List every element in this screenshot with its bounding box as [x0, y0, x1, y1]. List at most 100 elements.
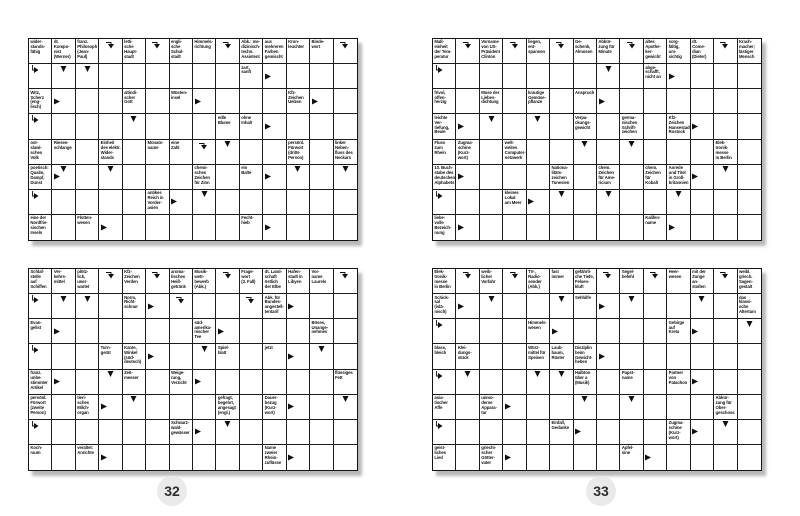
clue-text: chem. Zeichen für Ame- ricium: [598, 165, 616, 185]
clue-cell: Weige- rung, Verzicht: [169, 369, 193, 395]
answer-cell: [690, 419, 715, 445]
clue-text: Himmels- wesen: [528, 319, 547, 330]
answer-cell: [122, 64, 147, 90]
clue-cell: Turn- gerät: [99, 344, 123, 370]
down-arrow-icon: [106, 165, 115, 173]
clue-text: veraltet: Anrichte: [77, 445, 94, 456]
answer-cell: [146, 89, 170, 115]
clue-text: Zugma- schine (Kurz- wort): [668, 420, 684, 440]
answer-cell: [216, 189, 240, 215]
answer-cell: [643, 114, 668, 140]
clue-cell: Verpa- ckungs- gewicht: [573, 114, 597, 140]
clue-text: Muse der Liebes- dichtung: [481, 89, 500, 105]
answer-cell: [239, 344, 264, 370]
clue-cell: Einfall, Gedanke: [550, 419, 574, 445]
crossword-bottom-right: Elek- tronik- messe in Berlin weib- liche…: [432, 268, 762, 471]
right-arrow-icon: [668, 72, 676, 81]
clue-text: persönl. Fürwort (dritte Person): [288, 139, 305, 160]
hook-down-arrow-icon: [603, 270, 613, 280]
clue-cell: Fecht- hieb: [239, 214, 264, 240]
answer-cell: [216, 89, 240, 115]
clue-text: liebe- volle Bezeich- nung: [434, 215, 452, 235]
answer-cell: [597, 444, 621, 470]
clue-text: Ge- schenk, Almosen: [574, 39, 593, 55]
answer-cell: [333, 394, 357, 420]
clue-cell: krautige Gemüse- pflanze: [526, 89, 551, 115]
clue-text: fast immer: [551, 269, 565, 280]
answer-cell: [75, 419, 100, 445]
answer-cell: [75, 189, 100, 215]
answer-cell: [667, 139, 691, 165]
answer-cell: [714, 419, 738, 445]
answer-cell: [169, 394, 193, 420]
answer-cell: [714, 369, 738, 395]
answer-cell: [479, 319, 504, 345]
answer-cell: [526, 394, 551, 420]
answer-cell: [310, 164, 334, 190]
answer-cell: [503, 89, 527, 115]
clue-text: dt. Kompo- nist (Werner): [53, 39, 71, 60]
answer-cell: [690, 189, 715, 215]
answer-cell: [620, 394, 644, 420]
answer-cell: [550, 319, 574, 345]
right-arrow-icon: [457, 172, 465, 181]
answer-cell: [193, 444, 217, 470]
right-arrow-icon: [194, 377, 202, 386]
answer-cell: [169, 214, 193, 240]
answer-cell: [550, 39, 574, 65]
answer-cell: [737, 89, 761, 115]
answer-cell: [216, 64, 240, 90]
answer-cell: [333, 214, 357, 240]
answer-cell: [286, 214, 311, 240]
right-arrow-icon: [147, 352, 155, 361]
answer-cell: [479, 214, 504, 240]
answer-cell: [216, 214, 240, 240]
answer-cell: [433, 369, 457, 395]
answer-cell: [75, 319, 100, 345]
hook-down-arrow-icon: [105, 270, 116, 280]
down-arrow-icon: [557, 370, 566, 378]
clue-cell: Gebirge auf Kreta: [667, 319, 691, 345]
answer-cell: [597, 189, 621, 215]
clue-cell: Kron- leuchter: [286, 39, 311, 65]
clue-text: Gebirge auf Kreta: [668, 319, 685, 335]
answer-cell: [99, 89, 123, 115]
answer-cell: [714, 64, 738, 90]
answer-cell: [550, 89, 574, 115]
clue-cell: frivol, offen- herzig: [433, 89, 457, 115]
clue-cell: linker Neben- fluss des Neckars: [333, 139, 357, 165]
clue-text: aus mehreren Farben gemischt: [264, 39, 284, 60]
answer-cell: [643, 294, 668, 320]
answer-cell: [597, 294, 621, 320]
right-arrow-icon: [100, 402, 108, 411]
clue-text: Abkür- zung für Minute: [598, 39, 615, 55]
answer-cell: [193, 189, 217, 215]
clue-text: TV-, Radio- sender (Abk.): [528, 269, 542, 290]
clue-text: Kalifen- name: [645, 215, 661, 226]
hook-down-arrow-icon: [152, 40, 162, 50]
answer-cell: [503, 444, 527, 470]
answer-cell: [75, 89, 100, 115]
clue-cell: Halbton über a (Musik): [573, 369, 597, 395]
hook-down-arrow-icon: [340, 40, 350, 50]
right-arrow-icon: [668, 223, 676, 232]
page-number-badge-right: 33: [586, 476, 616, 506]
answer-cell: [263, 319, 287, 345]
clue-text: blass, bleich: [434, 344, 447, 355]
answer-cell: [216, 164, 240, 190]
answer-cell: [99, 269, 123, 295]
hook-right-arrow-icon: [30, 295, 40, 305]
clue-cell: kleines Lokal am Meer: [503, 189, 527, 215]
clue-text: flüssiges Fett: [334, 369, 353, 380]
clue-cell: Segel- befehl: [620, 269, 644, 295]
down-arrow-icon: [223, 420, 232, 428]
answer-cell: [286, 444, 311, 470]
clue-cell: Nationa- litäts- zeichen Tunesien: [550, 164, 574, 190]
answer-cell: [169, 64, 193, 90]
answer-cell: [737, 369, 761, 395]
answer-cell: [146, 319, 170, 345]
clue-cell: zart, sanft: [239, 64, 264, 90]
clue-text: Würz- mittel für Speisen: [528, 344, 546, 360]
answer-cell: [310, 114, 334, 140]
answer-cell: [667, 189, 691, 215]
